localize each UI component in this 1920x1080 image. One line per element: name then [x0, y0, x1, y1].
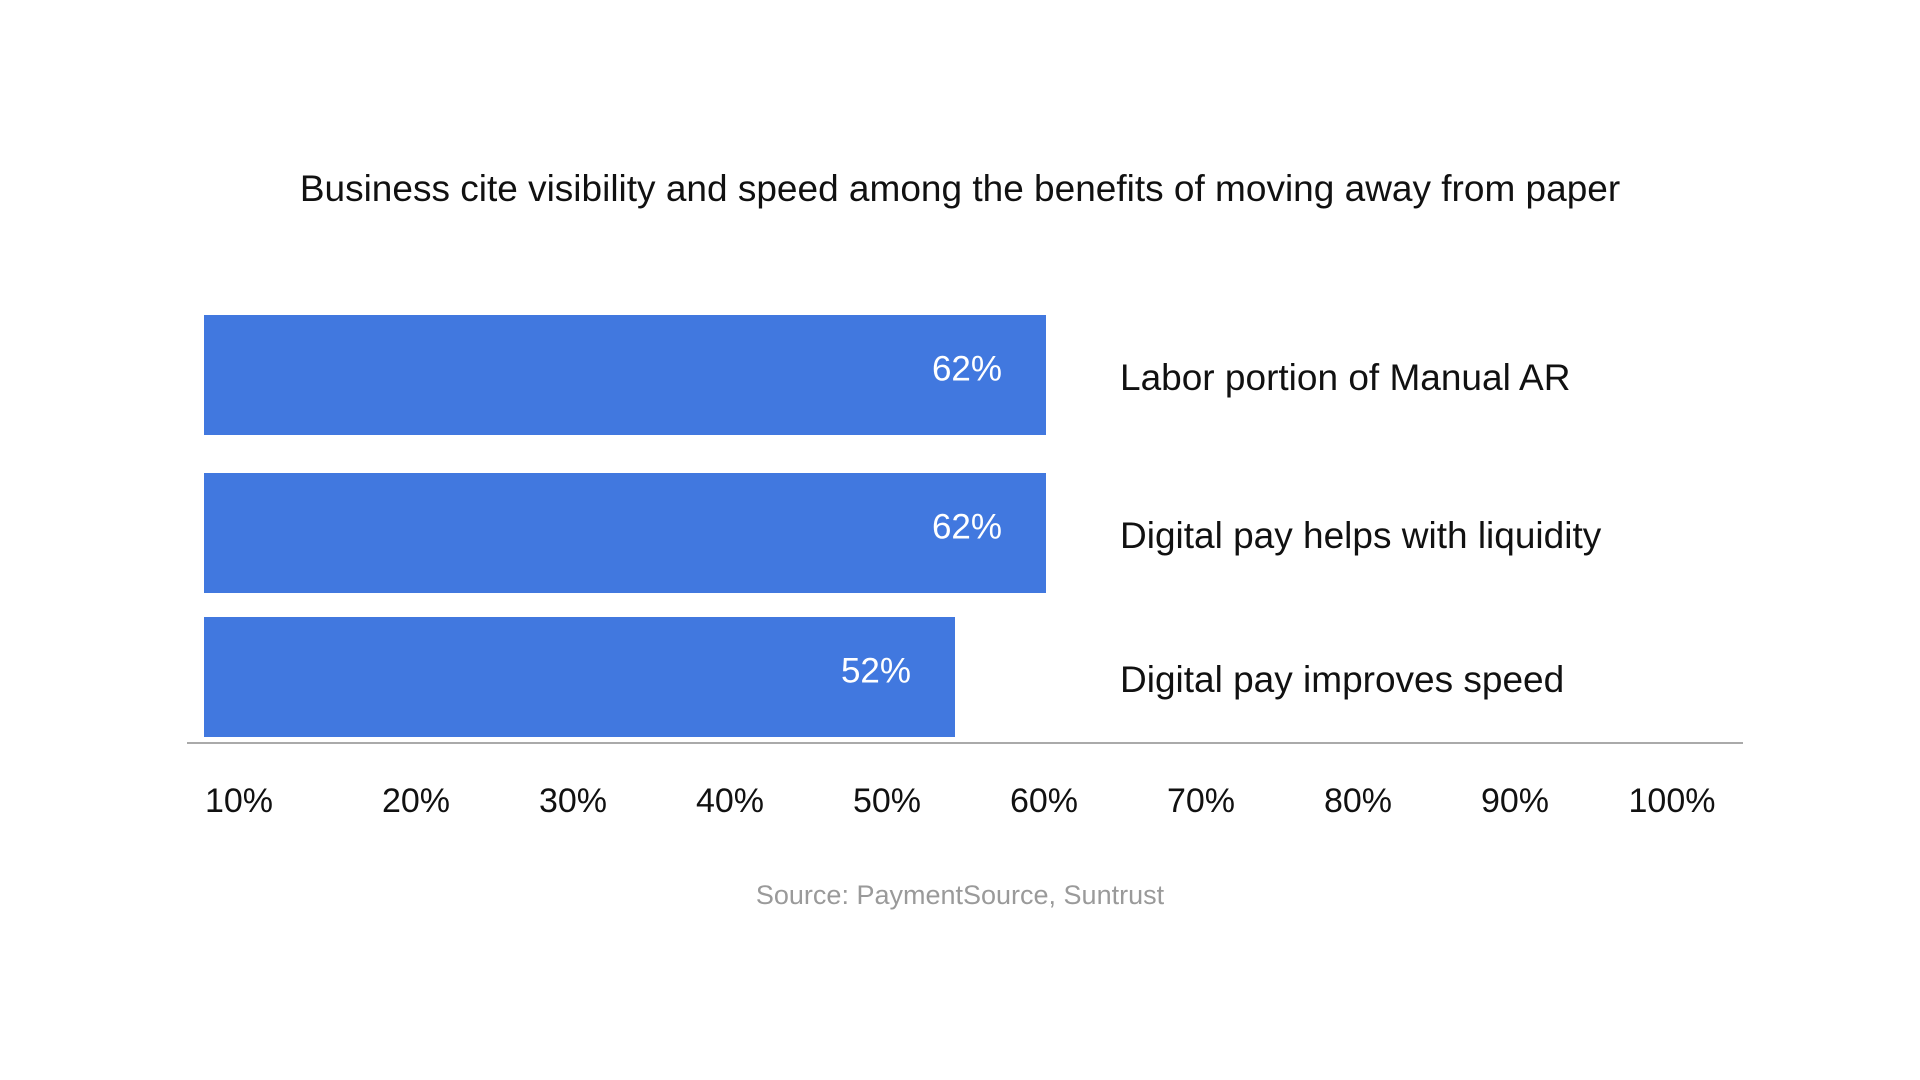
x-tick-label: 30%	[539, 782, 607, 820]
x-tick-label: 100%	[1629, 782, 1716, 820]
chart-title: Business cite visibility and speed among…	[299, 168, 1621, 209]
bar-value-label: 52%	[841, 651, 911, 690]
category-label: Digital pay helps with liquidity	[1120, 515, 1602, 556]
x-tick-label: 40%	[696, 782, 764, 820]
x-tick-label: 70%	[1167, 782, 1235, 820]
x-tick-label: 80%	[1324, 782, 1392, 820]
category-label: Digital pay improves speed	[1120, 659, 1564, 700]
source-note: Source: PaymentSource, Suntrust	[755, 880, 1165, 910]
bar	[204, 315, 1046, 435]
bar	[204, 473, 1046, 593]
x-tick-label: 10%	[205, 782, 273, 820]
bar-value-label: 62%	[932, 349, 1002, 388]
bar-value-label: 62%	[932, 507, 1002, 546]
x-tick-label: 20%	[382, 782, 450, 820]
category-label: Labor portion of Manual AR	[1120, 357, 1570, 398]
x-tick-label: 50%	[853, 782, 921, 820]
bar	[204, 617, 955, 737]
x-tick-label: 90%	[1481, 782, 1549, 820]
x-tick-label: 60%	[1010, 782, 1078, 820]
